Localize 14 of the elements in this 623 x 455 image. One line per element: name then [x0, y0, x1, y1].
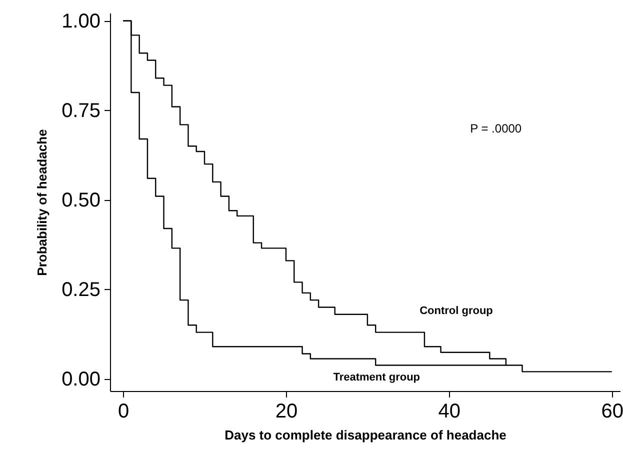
y-tick-label: 0.75	[62, 100, 100, 122]
y-axis-title: Probability of headache	[34, 129, 50, 276]
y-tick-label: 0.25	[62, 278, 100, 301]
x-tick-label: 40	[438, 400, 461, 422]
x-axis-title: Days to complete disappearance of headache	[224, 428, 506, 442]
y-tick-label: 0.00	[62, 368, 100, 390]
x-tick-label: 60	[601, 400, 623, 422]
series-label: Control group	[420, 304, 494, 317]
x-tick-label: 0	[118, 400, 130, 422]
x-tick-label: 20	[275, 400, 298, 422]
annotation: P = .0000	[470, 121, 522, 136]
y-tick-label: 0.50	[62, 189, 100, 212]
y-tick-label: 1.00	[62, 10, 100, 32]
series-label: Treatment group	[333, 371, 420, 384]
